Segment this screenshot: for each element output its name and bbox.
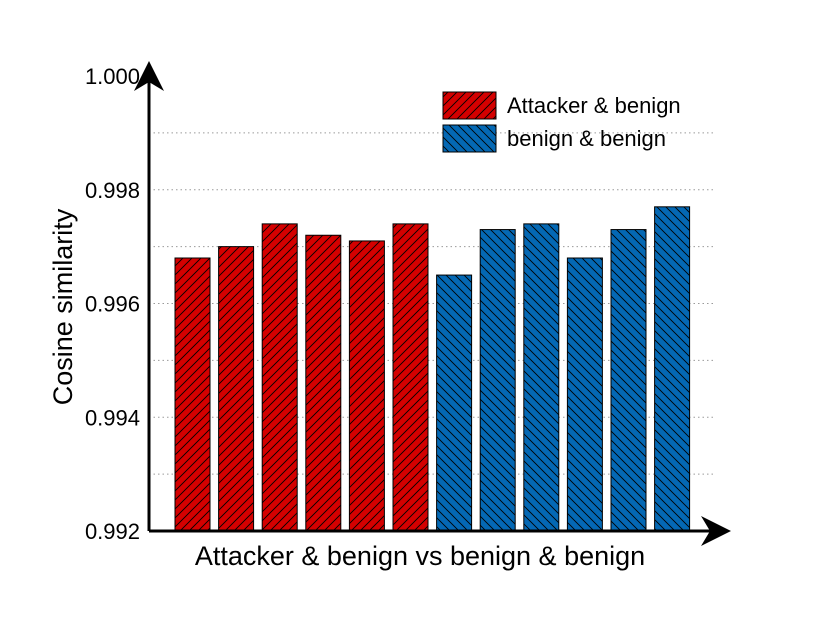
y-tick-labels: 0.992 0.994 0.996 0.998 1.000 (85, 64, 140, 544)
bar-hatch (479, 229, 516, 532)
bar-hatch (610, 229, 647, 532)
bar-hatch (523, 223, 560, 532)
bar-hatch (261, 223, 298, 532)
y-tick-label: 0.994 (85, 405, 140, 430)
bar-hatch (654, 206, 691, 532)
legend: Attacker & benign benign & benign (442, 91, 681, 153)
y-tick-label: 1.000 (85, 64, 140, 89)
y-tick-label: 0.992 (85, 519, 140, 544)
bars (174, 206, 691, 532)
legend-label-benign-benign: benign & benign (507, 126, 666, 151)
bar-hatch (436, 274, 473, 532)
bar-hatch (392, 223, 429, 532)
y-axis-title: Cosine similarity (48, 208, 78, 405)
bar-hatch (305, 234, 342, 532)
bar-hatch (174, 257, 211, 532)
bar-hatch (566, 257, 603, 532)
bar-hatch (218, 246, 255, 532)
y-tick-label: 0.996 (85, 292, 140, 317)
bar-hatch (348, 240, 385, 532)
y-tick-label: 0.998 (85, 178, 140, 203)
x-axis-title: Attacker & benign vs benign & benign (195, 541, 645, 571)
legend-label-attacker-benign: Attacker & benign (507, 93, 681, 118)
